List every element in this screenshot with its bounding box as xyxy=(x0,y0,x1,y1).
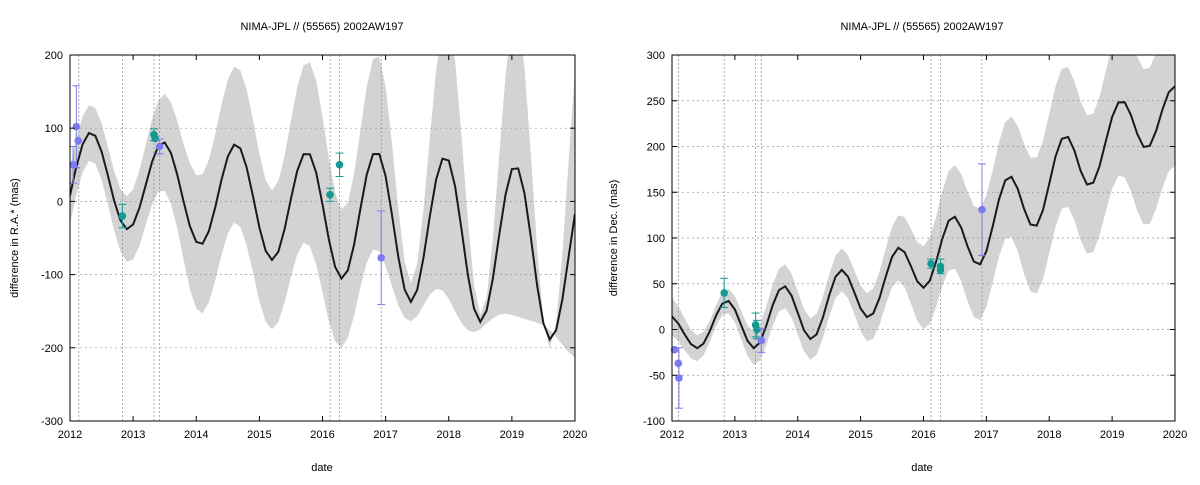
y-tick-label: -100 xyxy=(643,416,665,428)
model-line xyxy=(70,131,575,342)
y-tick-label: -300 xyxy=(41,416,63,428)
x-axis-label: date xyxy=(311,462,332,474)
data-point xyxy=(675,374,683,382)
data-point xyxy=(377,253,386,262)
data-point xyxy=(753,325,761,334)
y-tick-label: 50 xyxy=(653,279,665,291)
x-tick-label: 2019 xyxy=(500,429,524,441)
x-tick-label: 2016 xyxy=(310,429,334,441)
x-tick-label: 2013 xyxy=(723,429,747,441)
data-point xyxy=(335,161,344,169)
x-tick-label: 2018 xyxy=(437,429,461,441)
data-point xyxy=(155,142,164,151)
data-point xyxy=(118,212,127,220)
x-tick-label: 2019 xyxy=(1100,429,1124,441)
chart-title: NIMA-JPL // (55565) 2002AW197 xyxy=(240,21,403,33)
data-point xyxy=(978,205,986,214)
data-point xyxy=(720,289,728,297)
uncertainty-band xyxy=(672,55,1175,365)
y-axis-label: difference in Dec. (mas) xyxy=(608,180,620,297)
x-tick-label: 2016 xyxy=(911,429,935,441)
y-tick-label: 100 xyxy=(647,233,665,245)
y-tick-label: 250 xyxy=(647,96,665,108)
x-tick-label: 2012 xyxy=(58,429,82,441)
x-tick-label: 2014 xyxy=(786,429,810,441)
data-point xyxy=(936,266,945,274)
y-tick-label: -50 xyxy=(649,370,665,382)
x-tick-label: 2012 xyxy=(660,429,684,441)
y-tick-label: 200 xyxy=(45,50,63,62)
x-axis-label: date xyxy=(911,462,932,474)
x-tick-label: 2015 xyxy=(848,429,872,441)
y-tick-label: 0 xyxy=(57,196,63,208)
y-tick-label: 100 xyxy=(45,123,63,135)
x-tick-label: 2017 xyxy=(974,429,998,441)
y-tick-label: -100 xyxy=(41,270,63,282)
x-tick-label: 2020 xyxy=(1163,429,1187,441)
x-tick-label: 2018 xyxy=(1037,429,1061,441)
data-point xyxy=(72,122,81,131)
x-tick-label: 2017 xyxy=(373,429,397,441)
data-point xyxy=(757,336,766,345)
y-axis-label: difference in R.A.* (mas) xyxy=(9,178,21,298)
chart-panel-ra: NIMA-JPL // (55565) 2002AW197 date diffe… xyxy=(9,21,587,474)
data-point xyxy=(69,161,77,169)
y-tick-label: 150 xyxy=(647,187,665,199)
data-point xyxy=(326,191,334,199)
data-point xyxy=(151,134,160,143)
x-tick-label: 2015 xyxy=(247,429,271,441)
data-point xyxy=(74,136,83,145)
x-tick-label: 2013 xyxy=(121,429,145,441)
data-point xyxy=(927,259,935,268)
chart-panel-dec: NIMA-JPL // (55565) 2002AW197 date diffe… xyxy=(608,21,1187,474)
data-point xyxy=(674,359,683,368)
chart-title: NIMA-JPL // (55565) 2002AW197 xyxy=(840,21,1003,33)
model-line xyxy=(672,85,1175,350)
x-tick-label: 2014 xyxy=(184,429,208,441)
y-tick-label: -200 xyxy=(41,343,63,355)
x-tick-label: 2020 xyxy=(563,429,587,441)
y-tick-label: 0 xyxy=(659,325,665,337)
y-tick-label: 300 xyxy=(647,50,665,62)
y-tick-label: 200 xyxy=(647,142,665,154)
